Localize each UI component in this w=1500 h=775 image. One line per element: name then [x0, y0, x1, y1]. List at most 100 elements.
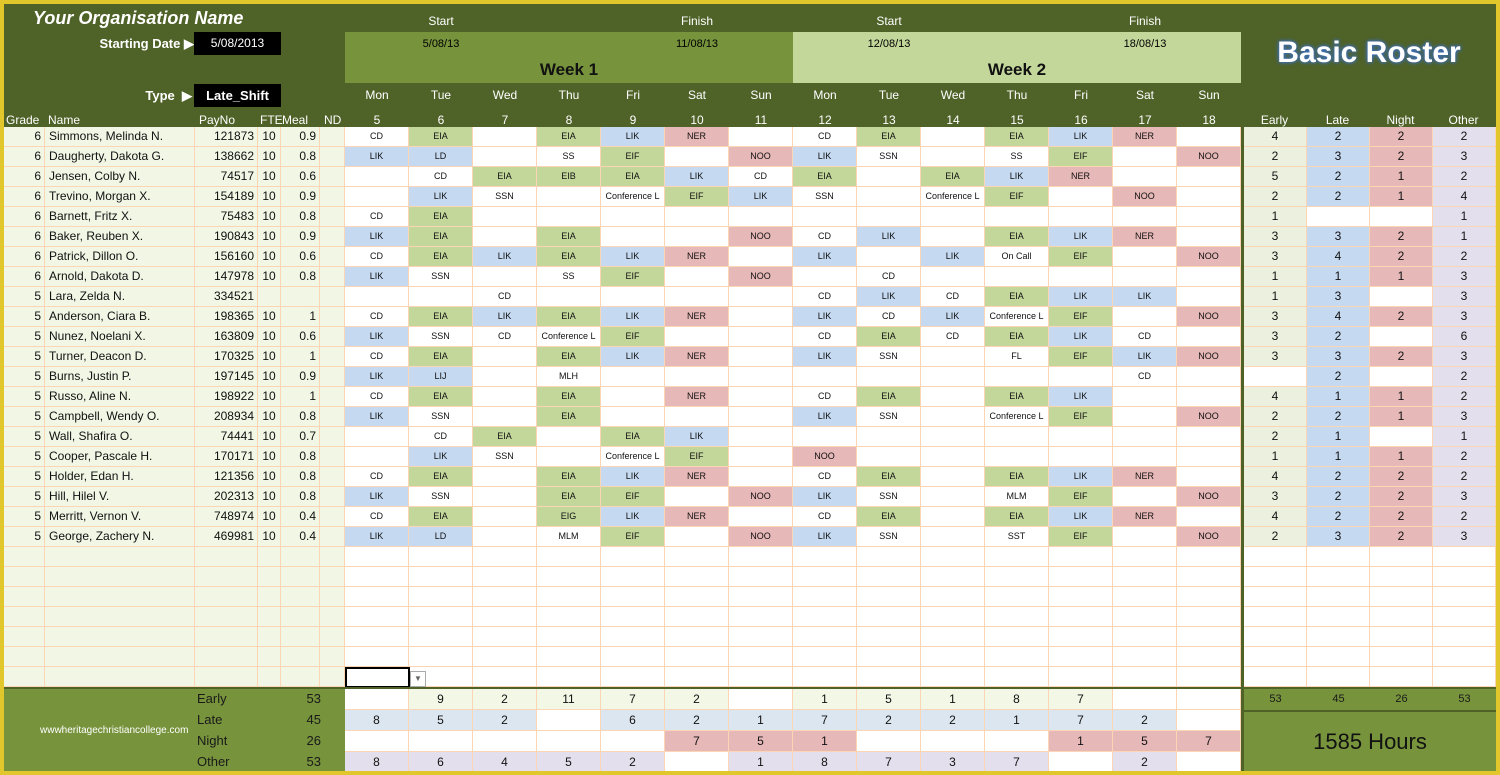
shift-cell[interactable] [345, 447, 409, 467]
shift-cell[interactable]: EIA [409, 227, 473, 247]
shift-cell[interactable]: SSN [473, 447, 537, 467]
shift-cell[interactable]: LIK [1049, 287, 1113, 307]
shift-cell[interactable]: LIK [473, 247, 537, 267]
shift-cell[interactable]: SSN [409, 267, 473, 287]
shift-cell[interactable] [1113, 587, 1177, 607]
shift-cell[interactable]: EIF [1049, 307, 1113, 327]
shift-cell[interactable]: NER [665, 467, 729, 487]
shift-cell[interactable] [345, 567, 409, 587]
shift-cell[interactable] [1049, 207, 1113, 227]
shift-cell[interactable] [857, 587, 921, 607]
shift-cell[interactable] [1113, 547, 1177, 567]
shift-cell[interactable] [345, 427, 409, 447]
shift-cell[interactable]: LIK [345, 147, 409, 167]
shift-cell[interactable]: EIA [409, 467, 473, 487]
shift-cell[interactable] [921, 647, 985, 667]
shift-cell[interactable]: CD [793, 387, 857, 407]
shift-cell[interactable] [985, 627, 1049, 647]
shift-cell[interactable] [921, 387, 985, 407]
shift-cell[interactable] [537, 647, 601, 667]
shift-cell[interactable] [665, 607, 729, 627]
shift-cell[interactable]: LIK [1049, 127, 1113, 147]
shift-cell[interactable] [921, 567, 985, 587]
shift-cell[interactable]: CD [857, 267, 921, 287]
shift-cell[interactable]: LIK [1049, 467, 1113, 487]
shift-cell[interactable] [473, 567, 537, 587]
shift-cell[interactable]: LIK [793, 247, 857, 267]
shift-cell[interactable] [601, 647, 665, 667]
shift-cell[interactable]: EIA [601, 167, 665, 187]
shift-cell[interactable] [1177, 167, 1241, 187]
shift-cell[interactable]: EIA [857, 327, 921, 347]
shift-cell[interactable] [793, 547, 857, 567]
shift-cell[interactable] [665, 487, 729, 507]
shift-cell[interactable]: EIA [857, 467, 921, 487]
shift-cell[interactable]: LIK [345, 367, 409, 387]
shift-cell[interactable]: LIK [1049, 227, 1113, 247]
shift-cell[interactable]: EIA [409, 387, 473, 407]
shift-cell[interactable]: EIA [857, 507, 921, 527]
shift-cell[interactable]: EIF [665, 447, 729, 467]
shift-cell[interactable] [473, 587, 537, 607]
shift-cell[interactable]: CD [345, 207, 409, 227]
shift-cell[interactable]: Conference L [985, 307, 1049, 327]
shift-cell[interactable] [601, 667, 665, 687]
shift-cell[interactable]: EIA [985, 127, 1049, 147]
shift-cell[interactable]: CD [921, 327, 985, 347]
shift-cell[interactable]: LIK [345, 227, 409, 247]
shift-cell[interactable]: LIK [793, 527, 857, 547]
shift-cell[interactable] [1177, 507, 1241, 527]
shift-cell[interactable] [729, 347, 793, 367]
shift-cell[interactable]: EIF [1049, 147, 1113, 167]
shift-cell[interactable]: NER [665, 307, 729, 327]
shift-cell[interactable] [857, 667, 921, 687]
shift-cell[interactable]: CD [729, 167, 793, 187]
shift-cell[interactable] [793, 267, 857, 287]
shift-cell[interactable]: EIF [985, 187, 1049, 207]
shift-cell[interactable] [473, 347, 537, 367]
shift-cell[interactable]: SSN [857, 347, 921, 367]
shift-cell[interactable]: NER [665, 347, 729, 367]
shift-cell[interactable] [1177, 287, 1241, 307]
shift-cell[interactable] [537, 667, 601, 687]
shift-cell[interactable]: EIF [601, 147, 665, 167]
shift-cell[interactable]: LIK [665, 427, 729, 447]
shift-cell[interactable] [921, 627, 985, 647]
shift-cell[interactable]: EIA [537, 407, 601, 427]
shift-cell[interactable] [345, 167, 409, 187]
shift-cell[interactable] [985, 447, 1049, 467]
shift-cell[interactable] [601, 567, 665, 587]
shift-cell[interactable]: EIA [473, 427, 537, 447]
shift-cell[interactable]: LIK [921, 307, 985, 327]
shift-cell[interactable]: Conference L [921, 187, 985, 207]
shift-cell[interactable] [985, 367, 1049, 387]
shift-cell[interactable] [665, 647, 729, 667]
shift-cell[interactable]: LIK [601, 347, 665, 367]
shift-cell[interactable] [345, 187, 409, 207]
shift-cell[interactable] [1177, 587, 1241, 607]
shift-cell[interactable]: CD [345, 467, 409, 487]
shift-cell[interactable] [665, 527, 729, 547]
shift-cell[interactable] [857, 607, 921, 627]
shift-cell[interactable] [665, 147, 729, 167]
shift-cell[interactable] [921, 267, 985, 287]
shift-cell[interactable] [1177, 647, 1241, 667]
shift-cell[interactable] [665, 207, 729, 227]
shift-cell[interactable]: LIK [601, 467, 665, 487]
shift-cell[interactable] [345, 587, 409, 607]
shift-cell[interactable] [921, 607, 985, 627]
shift-cell[interactable] [473, 207, 537, 227]
shift-cell[interactable] [729, 467, 793, 487]
shift-cell[interactable] [601, 387, 665, 407]
shift-cell[interactable] [1177, 427, 1241, 447]
shift-cell[interactable] [1049, 367, 1113, 387]
shift-cell[interactable] [857, 447, 921, 467]
shift-cell[interactable]: LIJ [409, 367, 473, 387]
starting-date-input[interactable]: 5/08/2013 [194, 32, 281, 55]
shift-cell[interactable] [729, 127, 793, 147]
shift-cell[interactable]: LIK [793, 147, 857, 167]
shift-cell[interactable] [793, 607, 857, 627]
shift-cell[interactable]: EIA [857, 387, 921, 407]
shift-cell[interactable] [537, 187, 601, 207]
shift-cell[interactable] [729, 447, 793, 467]
